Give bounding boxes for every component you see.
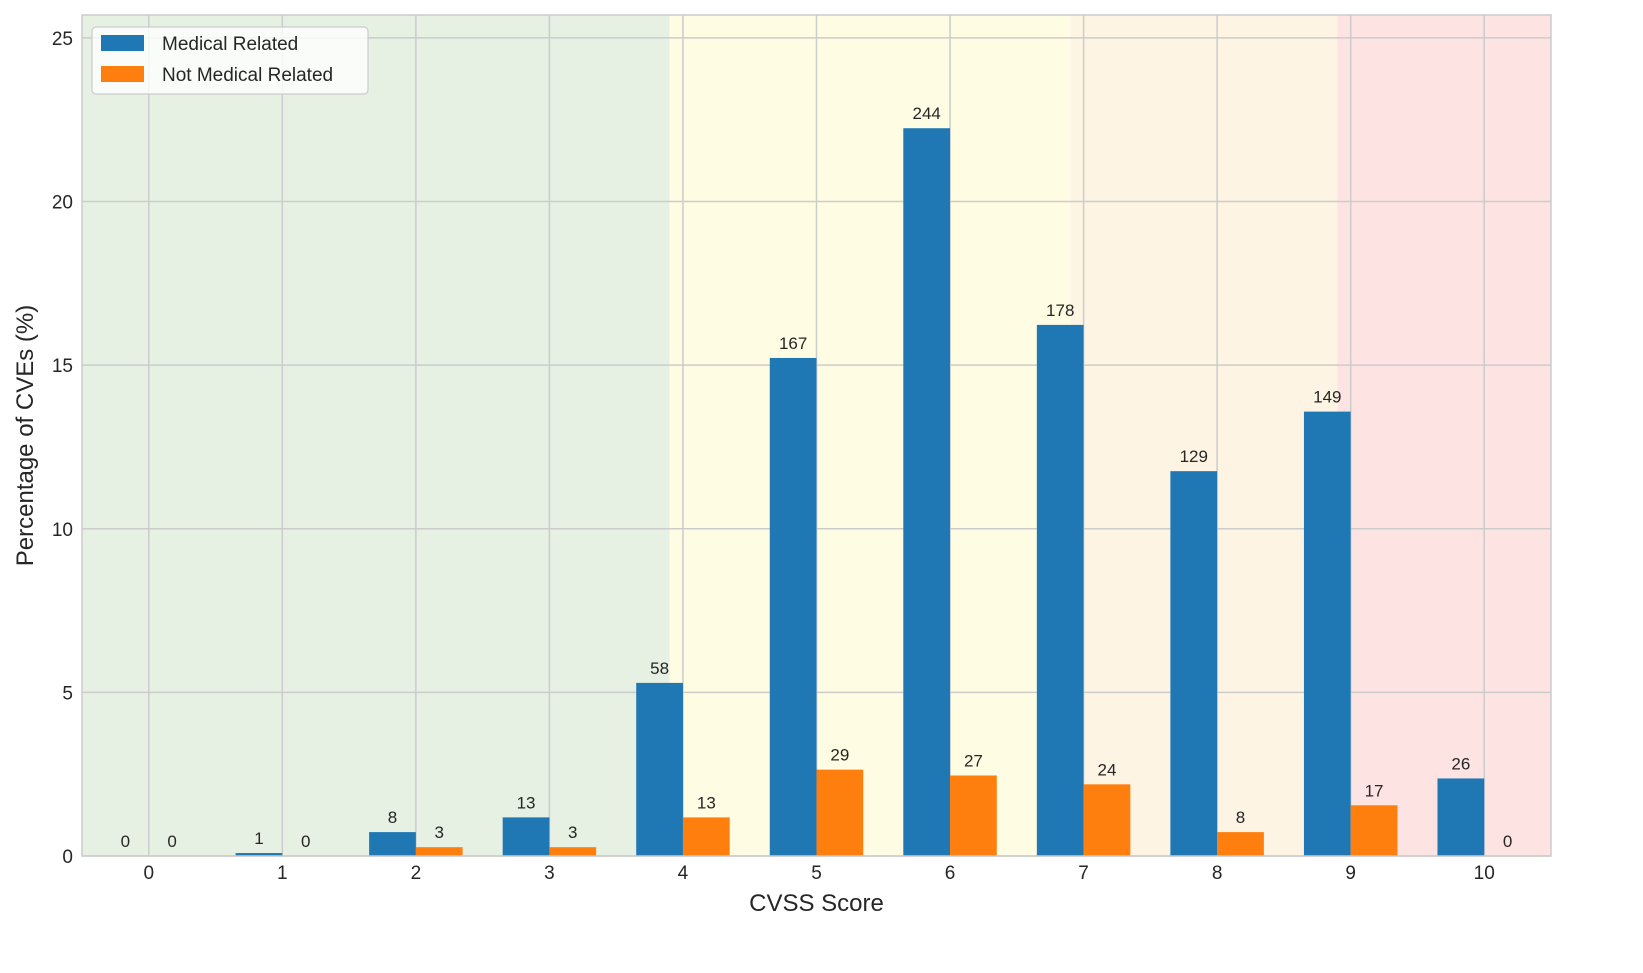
y-tick-labels: 0 5 10 15 20 25 [52,29,73,868]
medical-count-label: 167 [779,334,807,353]
not-medical-bar [1350,805,1398,856]
medical-bar [369,832,416,856]
plot-frame [81,14,1552,857]
medical-bar [235,853,283,856]
medical-bar [1437,778,1485,856]
medical-count-label: 178 [1046,301,1074,320]
y-tick-label: 20 [52,193,73,214]
y-axis-title: Percentage of CVEs (%) [12,305,39,566]
medical-count-label: 244 [912,104,940,123]
medical-count-label: 26 [1451,754,1470,773]
x-tick-label: 3 [544,863,555,884]
y-tick-label: 15 [52,356,73,377]
medical-bar [1303,411,1351,856]
legend-swatch-medical [101,35,144,51]
not-medical-count-label: 24 [1098,760,1117,779]
x-tick-label: 6 [945,863,956,884]
not-medical-count-label: 13 [697,793,716,812]
medical-bar [1036,324,1084,856]
x-tick-label: 8 [1212,863,1223,884]
medical-count-label: 58 [650,659,669,678]
not-medical-bar [682,817,730,856]
x-tick-label: 2 [411,863,422,884]
legend-swatch-not-medical [101,66,144,82]
not-medical-count-label: 17 [1365,781,1384,800]
x-axis-title: CVSS Score [749,890,884,917]
medical-count-label: 129 [1180,447,1208,466]
medical-bar [769,357,817,856]
not-medical-bar [415,847,463,856]
not-medical-count-label: 0 [1503,832,1512,851]
not-medical-count-label: 3 [568,823,577,842]
y-tick-label: 5 [62,683,73,704]
not-medical-bar [816,769,864,856]
not-medical-count-label: 3 [434,823,443,842]
legend: Medical Related Not Medical Related [91,26,369,95]
medical-count-label: 149 [1313,388,1341,407]
medical-count-label: 0 [121,832,130,851]
medical-bar [903,128,951,856]
severity-bands [82,15,1551,856]
medical-bar [502,817,550,856]
bar-count-labels: 0 1 8 13 58 167 244 178 129 149 26 0 0 3 3 13 29 27 24 8 17 0 [121,104,1513,851]
medical-bar [1170,471,1218,856]
severity-band-low [82,15,670,856]
y-tick-label: 10 [52,520,73,541]
not-medical-count-label: 29 [830,746,849,765]
severity-band-critical [1337,15,1551,856]
x-tick-label: 0 [143,863,154,884]
not-medical-bar [950,775,997,856]
medical-count-label: 1 [254,829,263,848]
x-tick-label: 7 [1078,863,1089,884]
x-tick-label: 9 [1345,863,1356,884]
not-medical-bar [1217,832,1264,856]
legend-box [91,26,369,95]
not-medical-bar [1083,784,1131,856]
severity-band-medium [669,15,1071,856]
medical-count-label: 8 [388,808,397,827]
x-tick-label: 1 [277,863,288,884]
y-tick-label: 25 [52,29,73,50]
medical-bar [636,682,683,856]
legend-label-not-medical: Not Medical Related [162,65,333,86]
not-medical-count-label: 0 [167,832,176,851]
x-tick-label: 5 [811,863,822,884]
medical-count-label: 13 [517,793,536,812]
bars [235,128,1485,856]
y-tick-label: 0 [62,847,73,868]
x-tick-label: 4 [678,863,689,884]
not-medical-bar [549,847,597,856]
legend-label-medical: Medical Related [162,34,298,55]
x-tick-label: 10 [1474,863,1495,884]
not-medical-count-label: 0 [301,832,310,851]
not-medical-count-label: 8 [1236,808,1245,827]
x-tick-labels: 0 1 2 3 4 5 6 7 8 9 10 [143,863,1494,884]
not-medical-count-label: 27 [964,751,983,770]
